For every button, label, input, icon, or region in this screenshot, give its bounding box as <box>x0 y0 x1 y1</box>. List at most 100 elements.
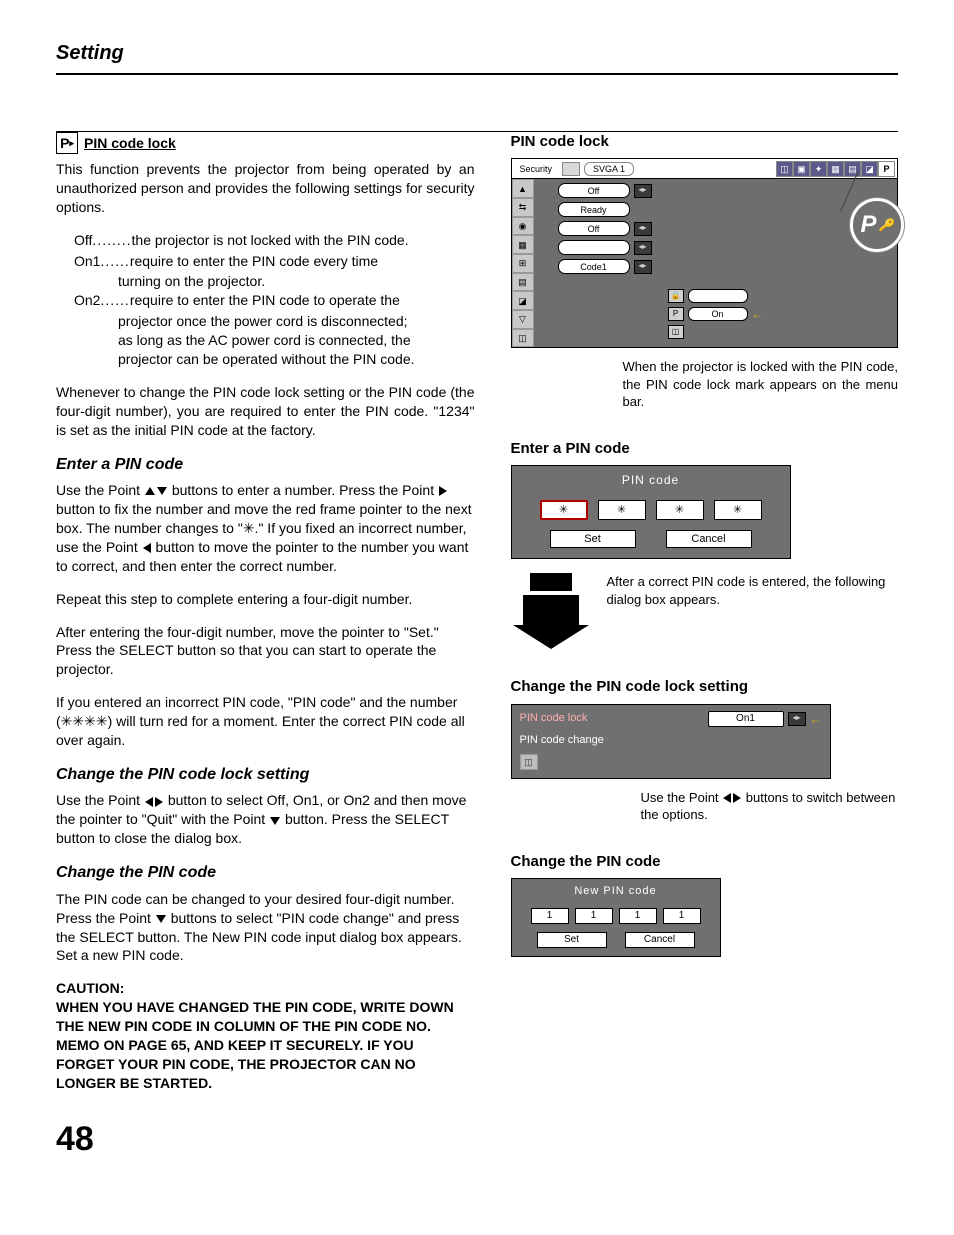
fig1-top-label: Security <box>514 163 559 175</box>
arrows-lr-icon: ◂▸ <box>634 260 652 274</box>
fig1-security-menu: Security SVGA 1 ◫ ▣ ✦ ▦ ▤ ◪ P ▲ <box>511 158 899 348</box>
fig1-heading: PIN code lock <box>511 132 899 152</box>
menu-icon: ◫ <box>776 161 793 177</box>
sidebar-icon: ⊞ <box>512 254 534 273</box>
change-pin-heading: Change the PIN code <box>56 862 475 884</box>
dots: ........ <box>92 231 131 250</box>
fig1-pill-off: Off <box>558 183 630 198</box>
dots: ...... <box>100 291 129 310</box>
fig3-row1-label: PIN code lock <box>520 711 588 726</box>
page-number: 48 <box>56 1117 898 1163</box>
enter-pin-p3: After entering the four-digit number, mo… <box>56 623 475 680</box>
fig4-pinbox: 1 <box>619 908 657 924</box>
whenever-text: Whenever to change the PIN code lock set… <box>56 383 475 440</box>
option-off-key: Off <box>74 231 92 250</box>
caution-block: CAUTION: WHEN YOU HAVE CHANGED THE PIN C… <box>56 979 475 1092</box>
fig2-pinbox: ✳ <box>656 500 704 520</box>
enter-pin-heading: Enter a PIN code <box>56 454 475 476</box>
fig1-pill-blank <box>558 240 630 255</box>
triangle-right-icon <box>439 486 447 496</box>
fig2-pinbox: ✳ <box>598 500 646 520</box>
fig3-quit-icon: ◫ <box>520 754 538 770</box>
fig4-cancel-button: Cancel <box>625 932 695 948</box>
fig3-heading: Change the PIN code lock setting <box>511 677 899 697</box>
triangle-left-icon <box>723 793 731 803</box>
sidebar-icon: ▤ <box>512 273 534 292</box>
fig4-pinbox: 1 <box>663 908 701 924</box>
fig3-row1-value: On1 <box>708 711 784 727</box>
fig4-new-pin-dialog: New PIN code 1 1 1 1 Set Cancel <box>511 878 721 957</box>
options-list: Off........the projector is not locked w… <box>74 231 475 369</box>
option-on1-desc2: turning on the projector. <box>74 272 475 291</box>
arrows-lr-icon: ◂▸ <box>634 222 652 236</box>
change-lock-text: Use the Point button to select Off, On1,… <box>56 791 475 848</box>
yellow-arrow-icon: ← <box>752 306 764 322</box>
sidebar-icon: ▲ <box>512 179 534 198</box>
t: Use the Point <box>641 790 723 805</box>
menu-icon: ✦ <box>810 161 827 177</box>
enter-pin-p1: Use the Point buttons to enter a number.… <box>56 481 475 575</box>
option-on2-desc1: require to enter the PIN code to operate… <box>130 291 400 310</box>
menu-icon: ◪ <box>861 161 878 177</box>
enter-pin-p4: If you entered an incorrect PIN code, "P… <box>56 693 475 750</box>
fig4-heading: Change the PIN code <box>511 852 899 872</box>
dots: ...... <box>100 252 129 271</box>
option-on2-desc3: as long as the AC power cord is connecte… <box>74 331 475 350</box>
fig4-pinbox: 1 <box>575 908 613 924</box>
triangle-left-icon <box>143 543 151 553</box>
sidebar-icon: ◉ <box>512 217 534 236</box>
triangle-left-icon <box>145 797 153 807</box>
menu-icon: ▣ <box>793 161 810 177</box>
arrows-lr-icon: ◂▸ <box>788 712 806 726</box>
fig2-caption: After a correct PIN code is entered, the… <box>607 573 899 608</box>
triangle-right-icon <box>733 793 741 803</box>
triangle-down-icon <box>156 915 166 923</box>
caution-body: WHEN YOU HAVE CHANGED THE PIN CODE, WRIT… <box>56 998 475 1092</box>
pin-badge-icon: P🔑 <box>850 198 904 252</box>
sub-icon: 🔒 <box>668 289 684 303</box>
sub-pill-on: On <box>688 307 748 321</box>
sidebar-icon: ⇆ <box>512 198 534 217</box>
fig1-pill-ready: Ready <box>558 202 630 217</box>
fig4-title: New PIN code <box>512 879 720 904</box>
triangle-down-icon <box>157 487 167 495</box>
option-on2-key: On2 <box>74 291 100 310</box>
fig3-row2-label: PIN code change <box>520 733 604 748</box>
fig2-set-button: Set <box>550 530 636 548</box>
triangle-right-icon <box>155 797 163 807</box>
pin-code-lock-title: PIN code lock <box>84 134 176 153</box>
sidebar-icon: ▦ <box>512 235 534 254</box>
option-on2-desc4: projector can be operated without the PI… <box>74 350 475 369</box>
caution-label: CAUTION: <box>56 979 475 998</box>
fig3-change-lock-dialog: PIN code lock On1 ◂▸ ← PIN code change ◫ <box>511 704 831 779</box>
pin-badge-letter: P <box>861 209 877 241</box>
arrows-lr-icon: ◂▸ <box>634 241 652 255</box>
fig1-sidebar: ▲ ⇆ ◉ ▦ ⊞ ▤ ◪ ▽ ◫ <box>512 179 534 347</box>
menu-icon: ▤ <box>844 161 861 177</box>
enter-pin-p2: Repeat this step to complete entering a … <box>56 590 475 609</box>
fig2-pinbox: ✳ <box>714 500 762 520</box>
sub-icon-quit: ◫ <box>668 325 684 339</box>
change-lock-heading: Change the PIN code lock setting <box>56 764 475 786</box>
triangle-down-icon <box>270 817 280 825</box>
fig2-pinbox: ✳ <box>540 500 588 520</box>
triangle-up-icon <box>145 487 155 495</box>
pin-icon-letter: P <box>60 134 69 153</box>
t: Use the Point <box>56 792 144 808</box>
fig1-pill-off2: Off <box>558 221 630 236</box>
down-arrow-icon <box>511 573 591 649</box>
fig1-svga: SVGA 1 <box>584 162 634 176</box>
option-on1-key: On1 <box>74 252 100 271</box>
t: Use the Point <box>56 482 144 498</box>
fig3-caption: Use the Point buttons to switch between … <box>641 789 899 824</box>
option-on2-desc2: projector once the power cord is disconn… <box>74 312 475 331</box>
change-pin-text: The PIN code can be changed to your desi… <box>56 890 475 966</box>
fig4-pinbox: 1 <box>531 908 569 924</box>
intro-text: This function prevents the projector fro… <box>56 160 475 217</box>
arrows-lr-icon: ◂▸ <box>634 184 652 198</box>
pin-lock-icon: P▸ <box>56 132 78 154</box>
fig4-set-button: Set <box>537 932 607 948</box>
fig1-pill-code1: Code1 <box>558 259 630 274</box>
option-off-desc: the projector is not locked with the PIN… <box>132 231 409 250</box>
fig1-iconstrip: ◫ ▣ ✦ ▦ ▤ ◪ P <box>776 161 895 177</box>
